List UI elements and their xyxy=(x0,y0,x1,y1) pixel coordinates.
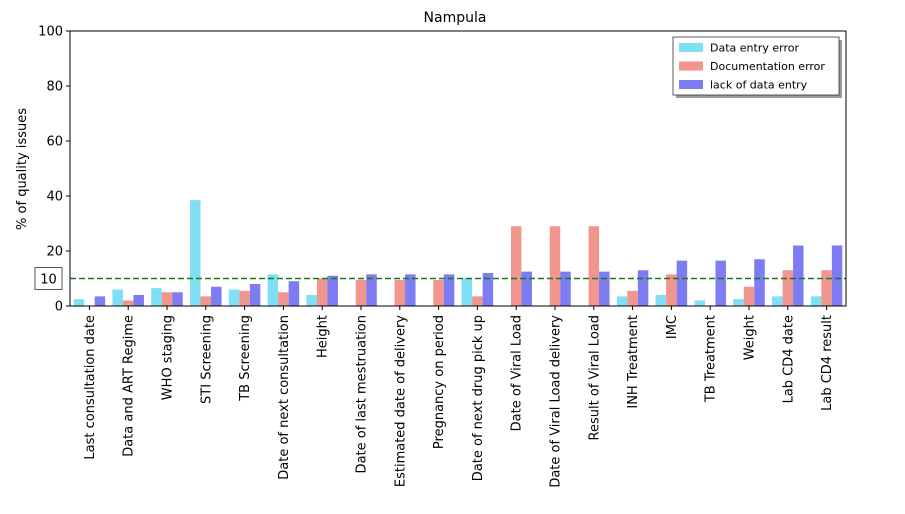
bar-2-10 xyxy=(433,279,444,306)
y-tick-label-1: 0 xyxy=(55,300,63,315)
legend-label-2: Documentation error xyxy=(710,60,825,73)
x-tick-label-2: Data and ART Regime xyxy=(122,315,137,457)
x-tick-label-5: TB Screening xyxy=(238,315,253,402)
x-tick-label-6: Date of next consultation xyxy=(277,315,292,480)
x-tick-label-10: Pregnancy on period xyxy=(432,315,447,449)
bar-1-19 xyxy=(772,296,783,306)
bar-1-20 xyxy=(810,296,822,306)
bar-2-14 xyxy=(588,226,600,306)
bar-1-15 xyxy=(616,296,628,306)
bar-1-11 xyxy=(461,278,473,306)
bar-3-15 xyxy=(637,270,649,306)
bar-1-7 xyxy=(306,295,317,306)
bar-3-7 xyxy=(327,275,338,306)
legend-swatch-1 xyxy=(679,43,703,52)
bar-3-10 xyxy=(443,274,455,306)
y-tick-label-5: 80 xyxy=(46,80,63,95)
bar-1-1 xyxy=(73,299,85,306)
x-tick-label-9: Estimated date of delivery xyxy=(393,315,408,487)
legend-label-1: Data entry error xyxy=(710,42,799,55)
bar-1-2 xyxy=(112,289,123,306)
bar-3-3 xyxy=(172,292,183,306)
x-tick-label-16: IMC xyxy=(665,315,680,339)
x-tick-label-3: WHO staging xyxy=(161,315,176,400)
bar-2-15 xyxy=(627,290,638,306)
bar-1-6 xyxy=(267,274,279,306)
bar-1-3 xyxy=(151,288,162,306)
x-tick-label-15: INH Treatment xyxy=(626,315,641,409)
legend-label-3: lack of data entry xyxy=(710,79,808,92)
bar-2-5 xyxy=(239,290,250,306)
bar-2-9 xyxy=(394,279,406,306)
y-tick-label-4: 60 xyxy=(46,135,63,150)
bar-3-12 xyxy=(521,271,532,306)
x-tick-label-18: Weight xyxy=(743,315,758,360)
bar-3-13 xyxy=(560,271,571,306)
bar-2-19 xyxy=(782,270,794,306)
bar-3-14 xyxy=(599,271,610,306)
bar-3-18 xyxy=(754,259,765,306)
bar-3-1 xyxy=(94,296,106,306)
legend-swatch-2 xyxy=(679,61,703,71)
bar-2-8 xyxy=(355,279,367,306)
bar-3-20 xyxy=(831,245,843,306)
x-tick-label-12: Date of Viral Load xyxy=(510,315,525,431)
bar-2-16 xyxy=(666,274,677,306)
bar-1-17 xyxy=(694,300,705,306)
bar-3-6 xyxy=(288,281,300,306)
legend-swatch-3 xyxy=(679,80,703,89)
bar-3-11 xyxy=(482,273,494,306)
bar-3-9 xyxy=(405,274,416,306)
x-tick-label-19: Lab CD4 date xyxy=(781,315,796,403)
x-axis: Last consultation date Data and ART Regim… xyxy=(83,306,835,488)
y-axis-label: % of quality issues xyxy=(15,108,30,230)
bar-3-8 xyxy=(366,274,377,306)
y-tick-label-2: 20 xyxy=(46,245,63,260)
x-tick-label-7: Height xyxy=(316,315,331,358)
bar-2-12 xyxy=(510,226,522,306)
x-tick-label-13: Date of Viral Load delivery xyxy=(549,315,564,488)
bar-3-19 xyxy=(793,245,804,306)
bars-group xyxy=(73,200,843,306)
chart-title: Nampula xyxy=(424,10,487,26)
y-axis: 0 20 40 60 80 100 xyxy=(38,25,70,315)
bar-1-16 xyxy=(655,295,667,306)
x-tick-label-14: Result of Viral Load xyxy=(587,315,602,440)
bar-2-2 xyxy=(122,300,134,306)
x-tick-label-8: Date of last mestruation xyxy=(355,315,370,473)
x-tick-label-4: STI Screening xyxy=(199,315,214,404)
bar-3-2 xyxy=(133,295,144,306)
y-tick-label-3: 40 xyxy=(46,190,63,205)
bar-3-4 xyxy=(211,286,222,306)
y-tick-label-6: 100 xyxy=(38,25,63,40)
bar-3-5 xyxy=(249,284,261,306)
bar-2-4 xyxy=(200,296,212,306)
reference-line-group: 10 xyxy=(34,267,846,290)
bar-2-20 xyxy=(821,270,832,306)
x-tick-label-1: Last consultation date xyxy=(83,315,98,460)
reference-line-label: 10 xyxy=(40,273,57,288)
bar-2-6 xyxy=(278,292,289,306)
bar-1-18 xyxy=(733,299,744,306)
bar-2-13 xyxy=(549,226,561,306)
bar-2-3 xyxy=(161,292,173,306)
bar-1-4 xyxy=(190,200,201,306)
x-tick-label-20: Lab CD4 result xyxy=(820,315,835,411)
bar-3-17 xyxy=(715,260,726,306)
plot-frame xyxy=(69,30,847,307)
bar-2-18 xyxy=(743,286,755,306)
legend: Data entry error Documentation error lack … xyxy=(672,36,842,98)
bar-2-7 xyxy=(316,278,328,306)
bar-1-5 xyxy=(228,289,240,306)
reference-line-label-box xyxy=(34,267,63,290)
x-tick-label-11: Date of next drug pick up xyxy=(471,315,486,481)
bar-2-11 xyxy=(472,296,483,306)
x-tick-label-17: TB Treatment xyxy=(704,315,719,403)
bar-3-16 xyxy=(676,260,688,306)
